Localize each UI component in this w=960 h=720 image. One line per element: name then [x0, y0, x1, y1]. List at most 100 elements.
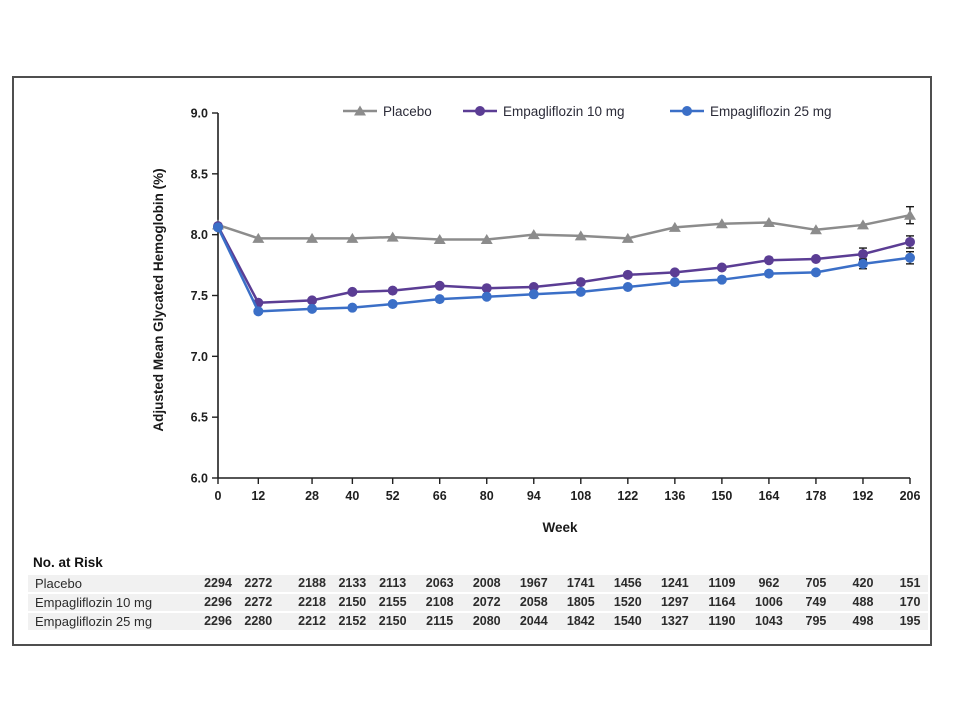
point-empagliflozin-10-mg-wk122 — [622, 269, 633, 280]
point-placebo-wk136 — [668, 221, 681, 232]
risk-count: 1241 — [660, 576, 689, 590]
line-chart: 6.0 6.5 7.0 7.5 8.0 8.5 9.0 0 12 28 40 52 66 80 94 108 1… — [191, 107, 921, 504]
risk-count: 170 — [899, 595, 921, 609]
x-tick-label: 0 — [215, 489, 222, 503]
risk-count: 795 — [805, 614, 827, 628]
point-placebo-wk80 — [480, 234, 493, 245]
point-placebo-wk178 — [809, 224, 822, 235]
risk-count: 2115 — [426, 614, 454, 628]
risk-count: 2280 — [244, 614, 273, 628]
risk-count: 2212 — [298, 614, 326, 628]
risk-count: 2272 — [244, 576, 273, 590]
point-placebo-wk150 — [715, 218, 728, 229]
x-tick-label: 122 — [617, 489, 638, 503]
point-empagliflozin-10-mg-wk136 — [669, 267, 680, 278]
y-tick-label: 7.0 — [191, 350, 208, 364]
point-empagliflozin-25-mg-wk0 — [213, 222, 223, 233]
point-empagliflozin-25-mg-wk206 — [905, 252, 915, 263]
point-empagliflozin-25-mg-wk40 — [347, 302, 358, 313]
risk-count: 1967 — [519, 576, 548, 590]
x-tick-label: 164 — [758, 489, 779, 503]
point-empagliflozin-25-mg-wk52 — [387, 299, 398, 310]
risk-count: 2218 — [298, 595, 326, 609]
risk-count: 705 — [805, 576, 827, 590]
point-empagliflozin-25-mg-wk28 — [307, 303, 318, 314]
point-empagliflozin-25-mg-wk108 — [575, 286, 586, 297]
risk-row-label: Placebo — [35, 576, 82, 591]
risk-count: 2113 — [379, 576, 407, 590]
figure-frame — [12, 76, 932, 646]
risk-count: 2152 — [338, 614, 367, 628]
risk-count: 749 — [805, 595, 827, 609]
risk-count: 1327 — [660, 614, 689, 628]
series-line-empagliflozin-25-mg — [216, 226, 911, 313]
point-empagliflozin-10-mg-wk40 — [347, 286, 358, 297]
legend-label-empagliflozin-10mg: Empagliflozin 10 mg — [503, 103, 625, 119]
risk-count: 1520 — [613, 595, 642, 609]
x-tick-label: 80 — [480, 489, 494, 503]
risk-count: 420 — [852, 576, 874, 590]
point-placebo-wk52 — [386, 231, 399, 242]
x-axis-label: Week — [542, 520, 578, 535]
risk-count: 151 — [899, 576, 921, 590]
risk-count: 2063 — [425, 576, 454, 590]
x-tick-label: 206 — [900, 489, 921, 503]
legend-item-empagliflozin-25mg: Empagliflozin 25 mg — [670, 103, 832, 119]
point-placebo-wk206 — [904, 209, 916, 220]
legend-label-empagliflozin-25mg: Empagliflozin 25 mg — [710, 103, 832, 119]
risk-count: 488 — [852, 595, 874, 609]
risk-count: 2272 — [244, 595, 273, 609]
risk-count: 2188 — [298, 576, 326, 590]
point-placebo-wk122 — [621, 232, 634, 243]
x-tick-label: 150 — [711, 489, 732, 503]
x-tick-label: 52 — [386, 489, 400, 503]
risk-count: 2296 — [204, 614, 232, 628]
x-tick-label: 66 — [433, 489, 447, 503]
point-placebo-wk164 — [762, 217, 775, 227]
x-tick-label: 12 — [251, 489, 265, 503]
point-placebo-wk108 — [574, 230, 587, 241]
point-empagliflozin-25-mg-wk164 — [763, 268, 774, 279]
point-empagliflozin-10-mg-wk94 — [528, 281, 539, 292]
y-tick-label: 7.5 — [191, 289, 208, 303]
legend-label-placebo: Placebo — [383, 103, 432, 119]
point-empagliflozin-10-mg-wk150 — [716, 262, 727, 273]
empagliflozin-10mg-line-circle-icon — [463, 106, 497, 116]
risk-count: 2155 — [378, 595, 407, 609]
y-tick-label: 9.0 — [191, 107, 208, 121]
point-empagliflozin-25-mg-wk12 — [253, 306, 264, 317]
point-empagliflozin-25-mg-wk122 — [622, 281, 633, 292]
point-empagliflozin-25-mg-wk178 — [810, 267, 821, 278]
legend-item-placebo: Placebo — [343, 103, 432, 119]
point-empagliflozin-10-mg-wk206 — [905, 236, 915, 247]
risk-count: 2058 — [519, 595, 548, 609]
risk-count: 1164 — [708, 595, 736, 609]
point-empagliflozin-10-mg-wk164 — [763, 255, 774, 266]
risk-count: 2072 — [472, 595, 501, 609]
point-empagliflozin-10-mg-wk108 — [575, 277, 586, 288]
point-empagliflozin-25-mg-wk150 — [716, 274, 727, 285]
point-placebo-wk40 — [346, 232, 359, 243]
y-tick-label: 8.5 — [191, 167, 208, 181]
risk-count: 962 — [758, 576, 780, 590]
point-placebo-wk28 — [306, 232, 319, 243]
point-empagliflozin-25-mg-wk66 — [434, 294, 445, 305]
x-tick-label: 94 — [527, 489, 541, 503]
point-empagliflozin-10-mg-wk80 — [481, 283, 492, 294]
risk-count: 195 — [899, 614, 921, 628]
series-line-placebo — [217, 213, 911, 241]
risk-count: 2108 — [425, 595, 454, 609]
risk-row: Empagliflozin 10 mg 2296 2272 2218 2150 2155 2… — [28, 594, 928, 611]
y-tick-label: 6.0 — [191, 472, 208, 486]
risk-count: 1043 — [755, 614, 783, 628]
risk-count: 2008 — [472, 576, 501, 590]
risk-row-label: Empagliflozin 25 mg — [35, 614, 153, 629]
risk-count: 1190 — [708, 614, 736, 628]
point-empagliflozin-25-mg-wk94 — [528, 289, 539, 300]
point-placebo-wk192 — [856, 219, 869, 230]
x-tick-label: 178 — [806, 489, 827, 503]
point-empagliflozin-25-mg-wk192 — [857, 258, 868, 269]
risk-count: 2044 — [519, 614, 548, 628]
placebo-line-triangle-icon — [343, 105, 377, 116]
